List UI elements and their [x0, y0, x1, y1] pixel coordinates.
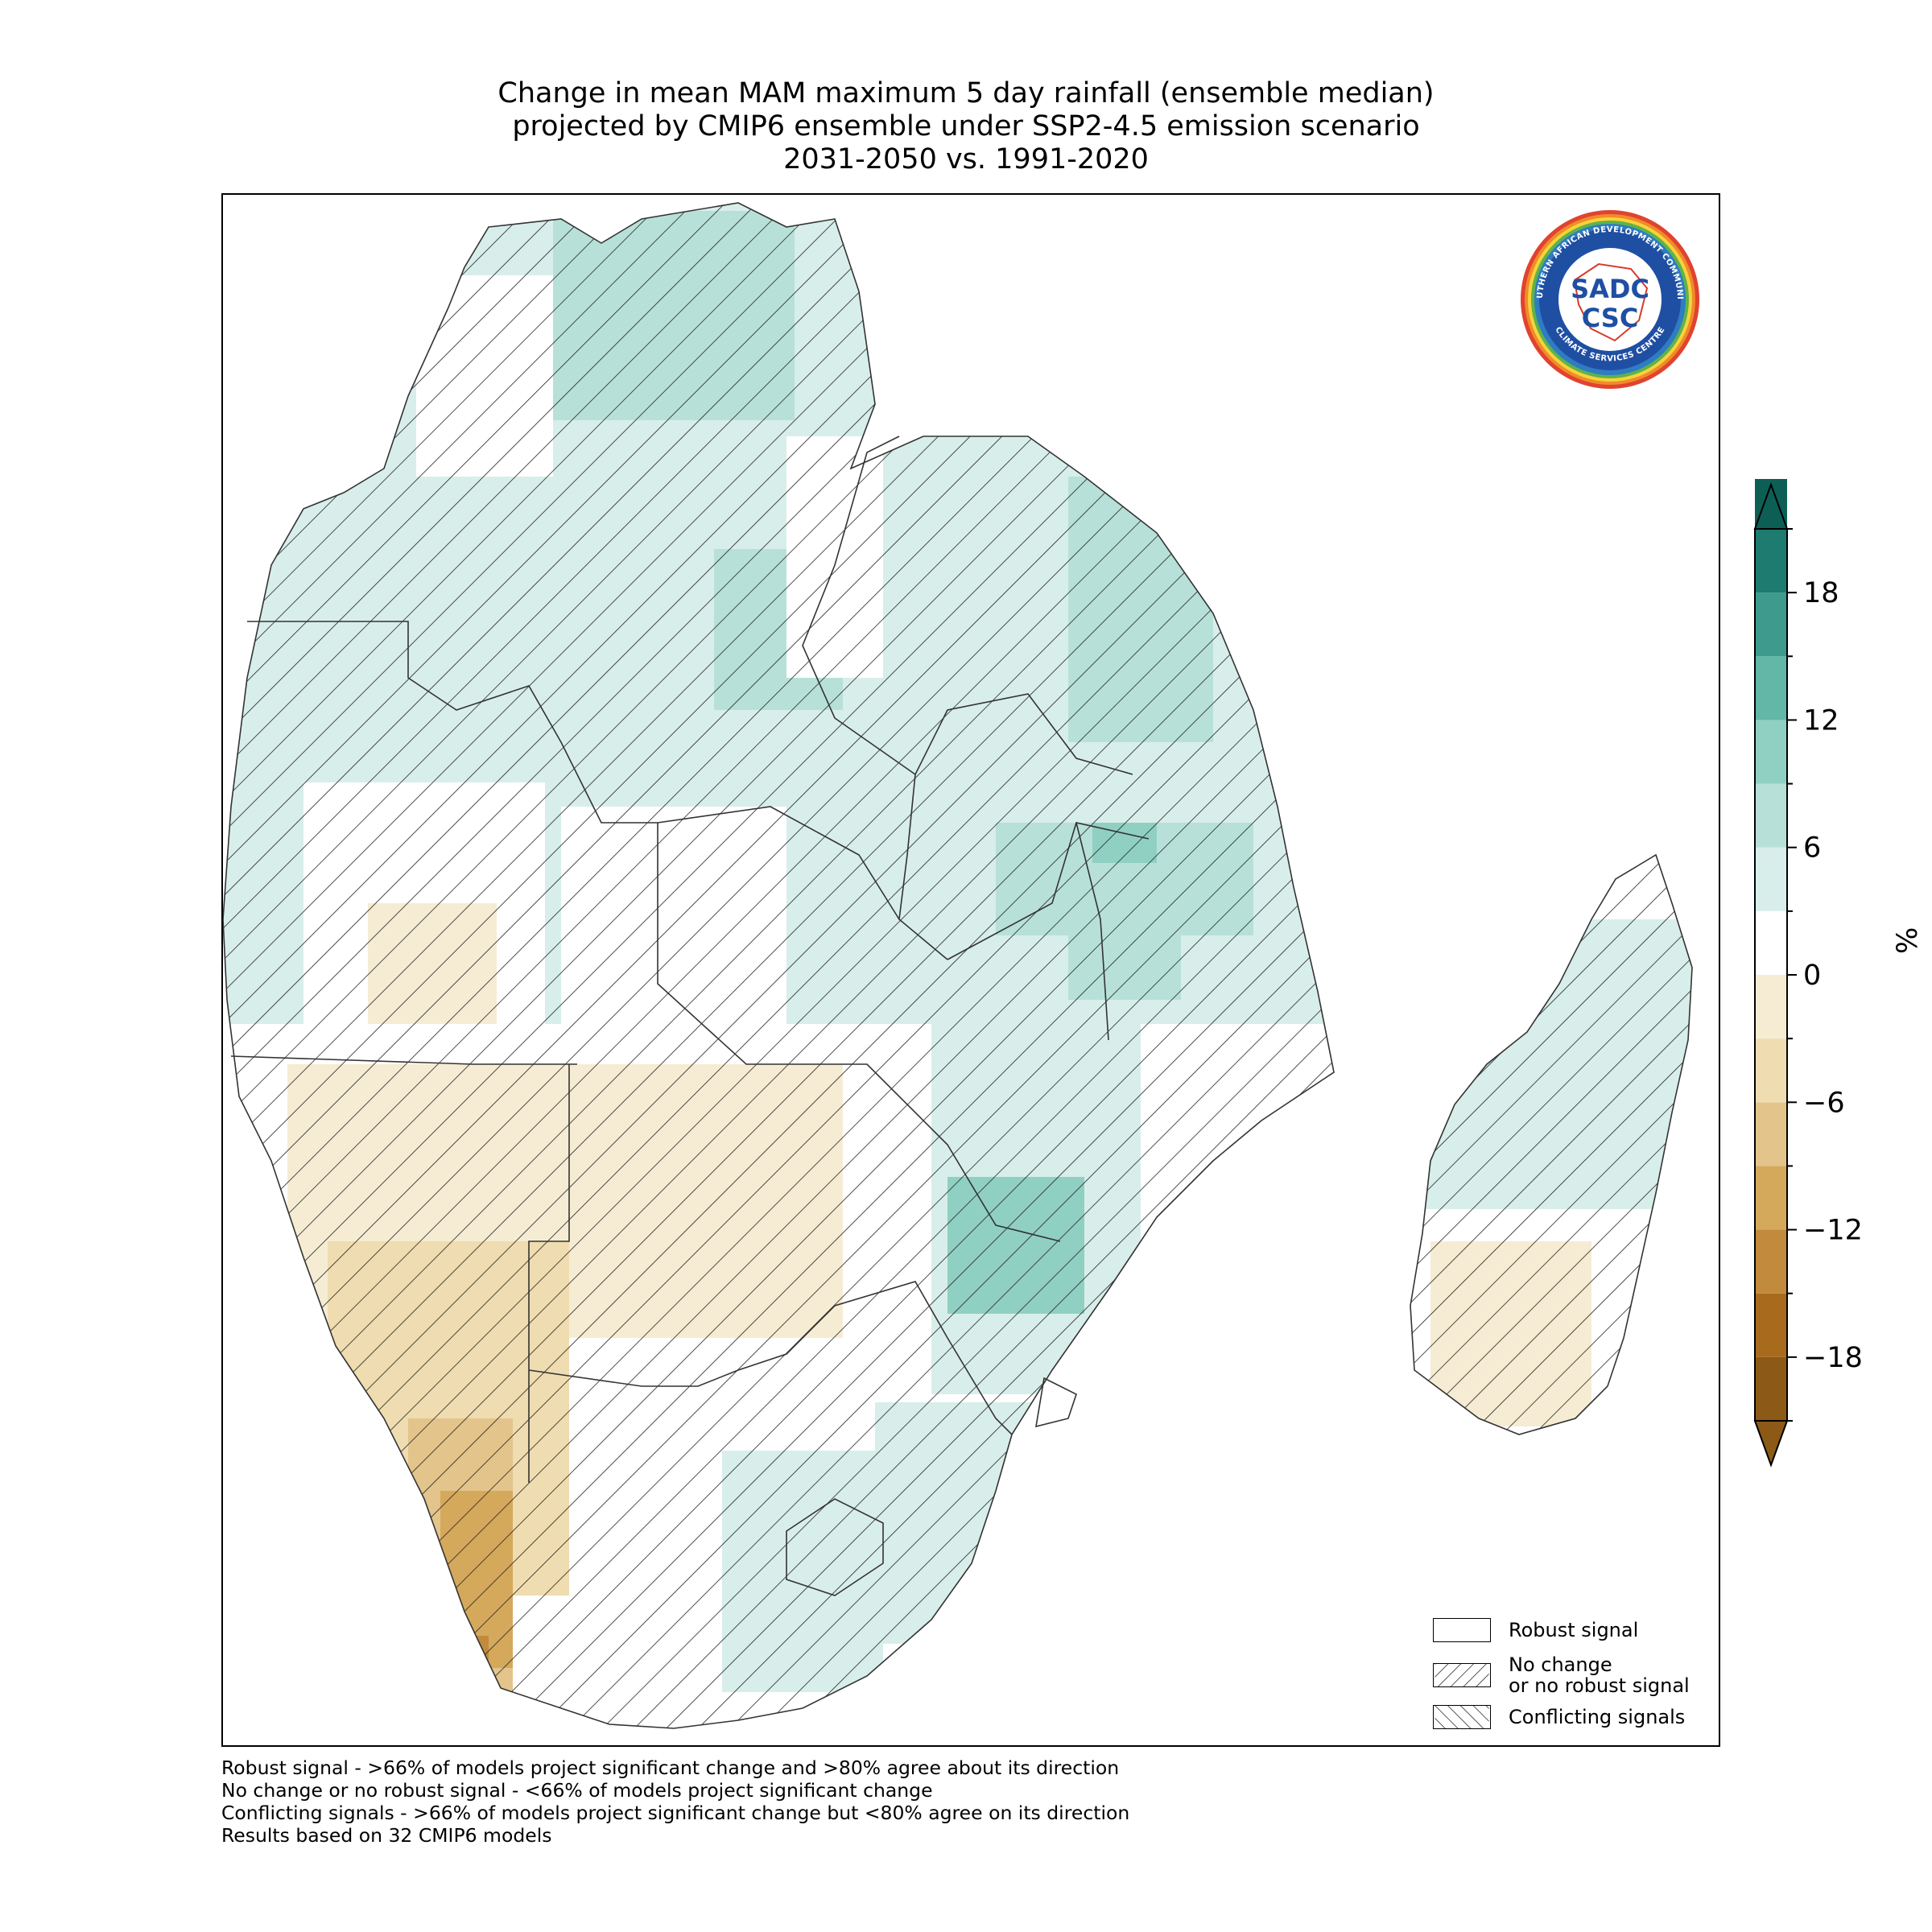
- colorbar-segment: [1755, 720, 1787, 784]
- footnote-conflicting: Conflicting signals - >66% of models pro…: [221, 1802, 1130, 1824]
- map-title: Change in mean MAM maximum 5 day rainfal…: [0, 77, 1932, 176]
- title-line-3: 2031-2050 vs. 1991-2020: [783, 143, 1149, 175]
- colorbar-segments: [1753, 479, 1789, 1468]
- colorbar-segment: [1755, 910, 1787, 975]
- colorbar-segment: [1755, 1102, 1787, 1166]
- footnote-no-change: No change or no robust signal - <66% of …: [221, 1779, 933, 1802]
- map-panel: [221, 193, 1720, 1747]
- svg-text:CSC: CSC: [1582, 303, 1639, 333]
- legend-no-change-label: No change or no robust signal: [1509, 1653, 1690, 1697]
- colorbar-segment: [1755, 783, 1787, 848]
- legend-conflicting-label: Conflicting signals: [1509, 1706, 1686, 1728]
- colorbar-extend-min: [1753, 1420, 1789, 1468]
- legend-no-change-swatch: [1433, 1663, 1491, 1687]
- svg-text:SADC: SADC: [1571, 274, 1649, 304]
- footnotes: Robust signal - >66% of models project s…: [221, 1757, 1129, 1847]
- colorbar-segment: [1755, 1293, 1787, 1357]
- colorbar-tick-label: 6: [1803, 832, 1821, 865]
- colorbar-segment: [1755, 529, 1787, 593]
- colorbar-unit: %: [1892, 927, 1924, 954]
- colorbar: 18 12 6 0 −6 −12 −18: [1753, 479, 1863, 1468]
- legend-conflicting-swatch: [1433, 1705, 1491, 1729]
- colorbar-tick-label: 0: [1803, 960, 1821, 992]
- colorbar-segment: [1755, 1356, 1787, 1421]
- colorbar-tick-label: 12: [1803, 704, 1839, 737]
- colorbar-segment: [1755, 975, 1787, 1039]
- legend-robust-swatch: [1433, 1618, 1491, 1642]
- hatch-legend: Robust signal No change or no robust sig…: [1433, 1610, 1707, 1739]
- legend-no-change: No change or no robust signal: [1433, 1654, 1690, 1696]
- colorbar-segment: [1755, 592, 1787, 657]
- country-borders: [223, 202, 1693, 1729]
- map-canvas: [223, 202, 1693, 1729]
- mainland-field: [223, 203, 1334, 1728]
- colorbar-segment: [1755, 656, 1787, 720]
- legend-robust-label: Robust signal: [1509, 1619, 1639, 1641]
- sadc-csc-logo: SOUTHERN AFRICAN DEVELOPMENT COMMUNITY C…: [1518, 208, 1699, 389]
- title-line-2: projected by CMIP6 ensemble under SSP2-4…: [512, 110, 1420, 142]
- colorbar-segment: [1755, 1166, 1787, 1230]
- colorbar-tick-label: −12: [1803, 1215, 1863, 1247]
- colorbar-segment: [1755, 1229, 1787, 1294]
- title-line-1: Change in mean MAM maximum 5 day rainfal…: [497, 77, 1435, 109]
- footnote-models: Results based on 32 CMIP6 models: [221, 1824, 552, 1847]
- colorbar-tick-label: 18: [1803, 577, 1839, 609]
- madagascar-field: [1410, 855, 1692, 1435]
- footnote-robust: Robust signal - >66% of models project s…: [221, 1757, 1120, 1779]
- colorbar-ticks: 18 12 6 0 −6 −12 −18: [1787, 528, 1863, 1422]
- legend-robust: Robust signal: [1433, 1618, 1638, 1642]
- legend-conflicting: Conflicting signals: [1433, 1705, 1685, 1729]
- colorbar-segment: [1755, 1038, 1787, 1103]
- colorbar-segment: [1755, 847, 1787, 911]
- colorbar-tick-label: −6: [1803, 1087, 1845, 1119]
- colorbar-tick-label: −18: [1803, 1342, 1863, 1374]
